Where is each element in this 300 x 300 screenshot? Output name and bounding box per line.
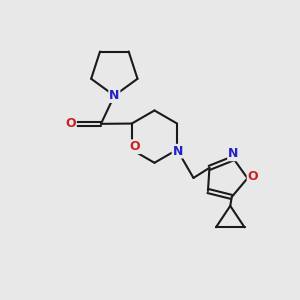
Text: N: N [109,89,119,102]
Text: O: O [248,170,258,183]
Text: N: N [172,145,183,158]
Text: O: O [65,117,76,130]
Text: N: N [228,147,238,161]
Text: O: O [130,140,140,153]
